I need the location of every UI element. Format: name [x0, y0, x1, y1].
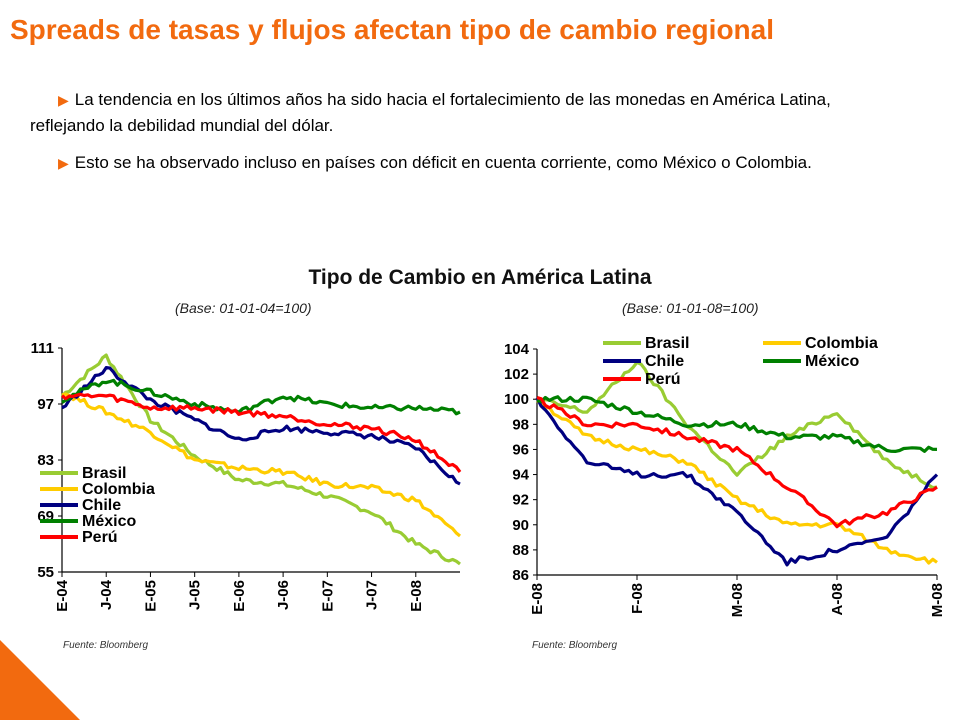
- legend-label: Brasil: [82, 465, 126, 482]
- x-tick-label: A-08: [829, 583, 846, 616]
- y-tick-label: 96: [512, 441, 529, 458]
- legend-label: Brasil: [645, 335, 689, 352]
- x-tick-label: E-07: [319, 580, 336, 612]
- series-line-perú: [536, 395, 938, 529]
- bullet-arrow-icon: ▶: [58, 155, 69, 171]
- y-tick-label: 83: [37, 452, 54, 469]
- series-line-chile: [535, 396, 939, 567]
- x-tick-label: E-04: [54, 579, 71, 611]
- x-tick-label: F-08: [629, 583, 646, 614]
- y-tick-label: 94: [512, 467, 529, 484]
- bullet-2: ▶ Esto se ha observado incluso en países …: [58, 153, 812, 172]
- x-tick-label: E-06: [231, 580, 248, 612]
- x-tick-label: E-08: [408, 580, 425, 612]
- x-tick-label: E-05: [142, 580, 159, 612]
- legend-label: México: [805, 353, 859, 370]
- series-line-méxico: [61, 378, 461, 416]
- series-line-brasil: [60, 353, 461, 566]
- y-tick-label: 98: [512, 416, 529, 433]
- charts-title: Tipo de Cambio en América Latina: [308, 266, 652, 289]
- y-tick-label: 104: [504, 341, 530, 358]
- y-tick-label: 97: [37, 396, 54, 413]
- x-tick-label: M-08: [929, 583, 946, 617]
- chart1-subtitle: (Base: 01-01-04=100): [175, 300, 312, 316]
- y-tick-label: 55: [37, 564, 54, 581]
- chart1-source: Fuente: Bloomberg: [63, 640, 149, 651]
- y-tick-label: 100: [504, 391, 529, 408]
- legend-label: Chile: [82, 497, 121, 514]
- series-line-perú: [60, 392, 462, 473]
- y-tick-label: 86: [512, 567, 529, 584]
- y-tick-label: 90: [512, 517, 529, 534]
- x-tick-label: J-05: [187, 580, 204, 610]
- x-tick-label: E-08: [529, 583, 546, 615]
- legend-label: México: [82, 513, 136, 530]
- series-line-méxico: [536, 395, 938, 453]
- bullet-arrow-icon: ▶: [58, 92, 69, 108]
- legend-label: Perú: [82, 529, 118, 546]
- y-tick-label: 111: [31, 340, 54, 357]
- chart2-source: Fuente: Bloomberg: [532, 640, 618, 651]
- chart2-subtitle: (Base: 01-01-08=100): [622, 300, 759, 316]
- legend: Brasil Colombia Chile México Perú: [603, 335, 878, 388]
- x-tick-label: M-08: [729, 583, 746, 617]
- x-tick-label: J-07: [364, 580, 381, 610]
- chart-2: 104 102 100 98 96 94 92 90 88 86E-08 F-08 M-08 A-08 M…: [504, 335, 946, 617]
- legend-label: Colombia: [805, 335, 878, 352]
- y-tick-label: 92: [512, 492, 529, 509]
- page-title: Spreads de tasas y flujos afectan tipo d…: [10, 14, 774, 45]
- legend-label: Colombia: [82, 481, 155, 498]
- legend-label: Perú: [645, 371, 681, 388]
- y-tick-label: 102: [504, 366, 529, 383]
- bullet-1: ▶ La tendencia en los últimos años ha sid…: [30, 90, 831, 135]
- x-tick-label: J-06: [275, 580, 292, 610]
- corner-decoration: [0, 640, 80, 720]
- legend-label: Chile: [645, 353, 684, 370]
- y-tick-label: 88: [512, 542, 529, 559]
- series-line-colombia: [61, 392, 462, 538]
- x-tick-label: J-04: [98, 579, 115, 610]
